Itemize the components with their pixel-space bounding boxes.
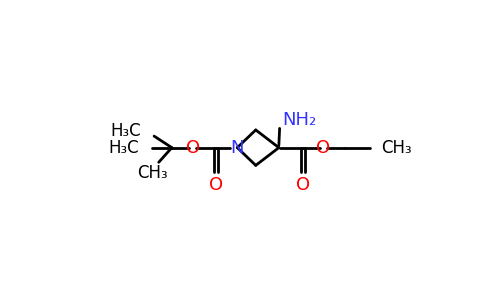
Text: O: O xyxy=(209,176,223,194)
Text: CH₃: CH₃ xyxy=(381,139,412,157)
Text: H₃C: H₃C xyxy=(108,139,139,157)
Text: N: N xyxy=(230,139,244,157)
Text: CH₃: CH₃ xyxy=(137,164,168,182)
Text: O: O xyxy=(317,139,331,157)
Text: O: O xyxy=(296,176,310,194)
Text: O: O xyxy=(185,139,200,157)
Text: NH₂: NH₂ xyxy=(283,111,317,129)
Text: H₃C: H₃C xyxy=(110,122,141,140)
